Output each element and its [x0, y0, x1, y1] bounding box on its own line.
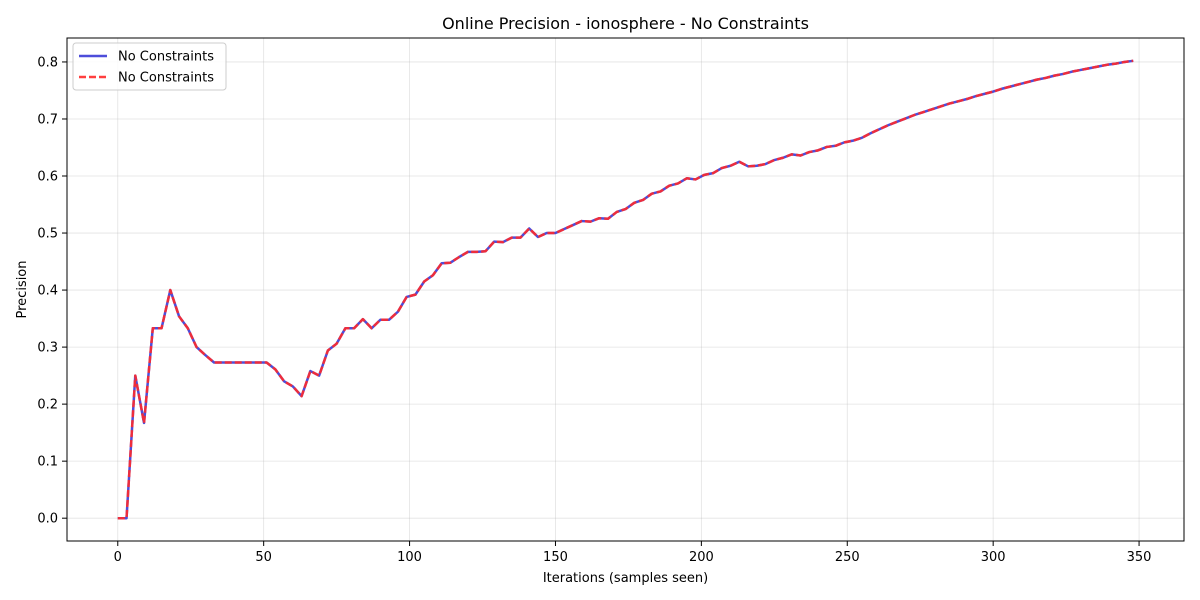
x-tick-label: 300	[981, 550, 1006, 565]
x-axis: 0 50 100 150 200 250 300 350	[114, 541, 1152, 565]
y-tick-label: 0.2	[37, 398, 58, 413]
y-tick-label: 0.1	[37, 455, 58, 470]
x-tick-label: 150	[543, 550, 568, 565]
y-tick-label: 0.0	[37, 512, 58, 527]
legend-label: No Constraints	[118, 50, 214, 65]
x-tick-label: 0	[114, 550, 122, 565]
x-tick-label: 200	[689, 550, 714, 565]
x-tick-label: 350	[1127, 550, 1152, 565]
legend-label: No Constraints	[118, 71, 214, 86]
y-axis: 0.0 0.1 0.2 0.3 0.4 0.5 0.6 0.7 0.8	[37, 55, 67, 527]
x-tick-label: 50	[255, 550, 272, 565]
y-tick-label: 0.4	[37, 284, 58, 299]
plot-frame	[66, 37, 1185, 542]
x-tick-label: 100	[397, 550, 422, 565]
x-tick-label: 250	[835, 550, 860, 565]
x-axis-label: Iterations (samples seen)	[543, 571, 708, 586]
grid	[67, 38, 1184, 541]
legend: No Constraints No Constraints	[72, 42, 227, 91]
legend-box	[72, 42, 227, 91]
y-tick-label: 0.8	[37, 55, 58, 70]
y-tick-label: 0.3	[37, 341, 58, 356]
y-tick-label: 0.7	[37, 112, 58, 127]
chart-title: Online Precision - ionosphere - No Const…	[442, 14, 809, 33]
series-line-dashed	[117, 59, 1134, 520]
series-layer	[117, 59, 1134, 520]
y-axis-label: Precision	[15, 260, 30, 318]
y-tick-label: 0.5	[37, 227, 58, 242]
series-line-solid	[117, 59, 1134, 520]
y-tick-label: 0.6	[37, 170, 58, 185]
